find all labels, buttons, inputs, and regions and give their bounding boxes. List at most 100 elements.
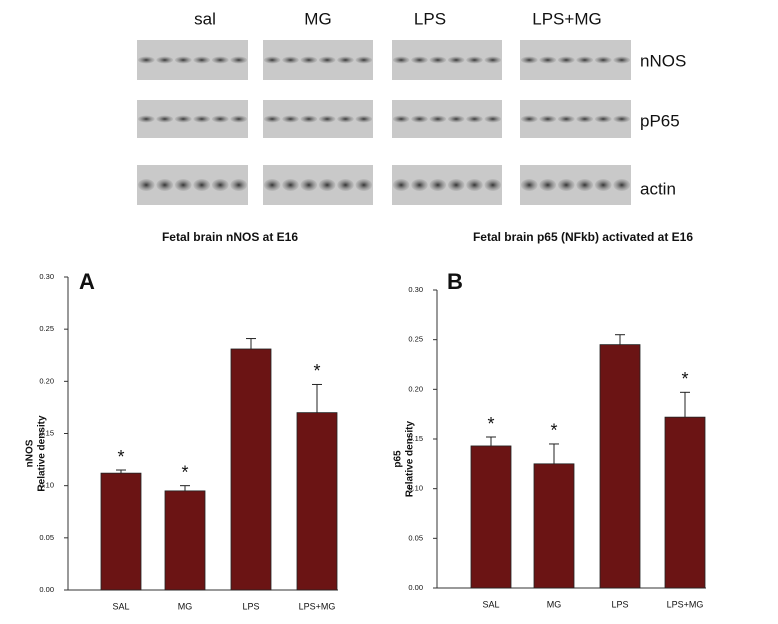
blot-band xyxy=(557,115,575,123)
blot-band xyxy=(429,179,447,191)
blot-band xyxy=(193,179,211,191)
western-blots xyxy=(137,40,631,205)
blot-band xyxy=(282,56,299,64)
x-tick-label: LPS xyxy=(242,601,259,611)
blot-band xyxy=(137,179,155,191)
blot-band xyxy=(230,179,248,191)
y-tick-label: 0.05 xyxy=(408,533,423,542)
blot-band xyxy=(411,56,428,64)
blot-band xyxy=(174,56,192,64)
y-tick-label: 0.10 xyxy=(408,484,423,493)
blot-band xyxy=(429,56,447,64)
blot-band xyxy=(539,56,557,64)
error-bar xyxy=(486,436,496,446)
blot-band xyxy=(594,179,612,191)
blot-panel xyxy=(137,40,248,80)
y-tick-label: 0.25 xyxy=(408,335,423,344)
x-tick-label: LPS+MG xyxy=(299,601,336,611)
blot-panel xyxy=(520,40,631,80)
y-tick-label: 0.30 xyxy=(39,272,54,281)
blot-band xyxy=(193,115,211,123)
blot-band xyxy=(447,115,465,123)
blot-band xyxy=(318,179,336,191)
blot-band xyxy=(263,56,281,64)
significance-marker: * xyxy=(117,447,124,467)
x-tick-label: MG xyxy=(178,601,193,611)
blot-column-label: LPS+MG xyxy=(532,9,601,28)
significance-marker: * xyxy=(681,369,688,389)
blot-band xyxy=(594,115,612,123)
y-tick-label: 0.05 xyxy=(39,533,54,542)
bar xyxy=(296,412,338,591)
blot-row-label: nNOS xyxy=(640,51,686,70)
blot-band xyxy=(282,115,299,123)
x-tick-label: LPS xyxy=(611,599,628,609)
error-bar xyxy=(680,391,690,418)
blot-band xyxy=(337,179,354,191)
blot-band xyxy=(211,179,229,191)
blot-band xyxy=(355,115,373,123)
y-tick-label: 0.00 xyxy=(39,585,54,594)
blot-band xyxy=(466,115,483,123)
blot-band xyxy=(355,56,373,64)
blot-band xyxy=(318,56,336,64)
blot-band xyxy=(230,115,248,123)
blot-panel xyxy=(520,100,631,138)
blot-band xyxy=(156,115,174,123)
blot-band xyxy=(484,115,502,123)
y-axis-label: nNOS xyxy=(25,439,36,467)
bar xyxy=(599,344,641,589)
y-tick-label: 0.20 xyxy=(39,376,54,385)
blot-panel xyxy=(263,165,373,205)
y-tick-label: 0.20 xyxy=(408,384,423,393)
blot-band xyxy=(174,115,192,123)
error-bar xyxy=(549,443,559,464)
chart-title: Fetal brain nNOS at E16 xyxy=(162,230,298,244)
bar xyxy=(533,463,575,589)
blot-panel xyxy=(392,40,502,80)
blot-band xyxy=(484,179,502,191)
y-axis-label: Relative density xyxy=(405,420,416,497)
blot-band xyxy=(300,115,318,123)
blot-band xyxy=(557,179,575,191)
y-tick-label: 0.15 xyxy=(408,434,423,443)
blot-band xyxy=(539,179,557,191)
blot-column-label: LPS xyxy=(414,9,446,28)
panel-label: B xyxy=(447,269,463,294)
blot-band xyxy=(576,56,594,64)
blot-band xyxy=(156,179,174,191)
blot-band xyxy=(392,115,410,123)
blot-band xyxy=(520,56,538,64)
blot-panel xyxy=(137,100,248,138)
x-tick-label: SAL xyxy=(482,599,499,609)
chart-title: Fetal brain p65 (NFkb) activated at E16 xyxy=(473,230,693,244)
blot-band xyxy=(576,179,594,191)
blot-band xyxy=(411,115,428,123)
y-tick-label: 0.25 xyxy=(39,324,54,333)
significance-marker: * xyxy=(550,421,557,441)
blot-band xyxy=(594,56,612,64)
blot-band xyxy=(318,115,336,123)
significance-marker: * xyxy=(487,414,494,434)
blot-row-label: actin xyxy=(640,179,676,198)
blot-band xyxy=(282,179,299,191)
blot-band xyxy=(174,179,192,191)
blot-band xyxy=(300,56,318,64)
blot-band xyxy=(447,179,465,191)
blot-band xyxy=(355,179,373,191)
error-bar xyxy=(312,383,322,413)
blot-panel xyxy=(137,165,248,205)
bar xyxy=(230,348,272,591)
blot-band xyxy=(520,179,538,191)
blot-band xyxy=(137,56,155,64)
blot-band xyxy=(337,56,354,64)
error-bar xyxy=(116,469,126,474)
x-tick-label: SAL xyxy=(112,601,129,611)
blot-band xyxy=(137,115,155,123)
blot-band xyxy=(263,115,281,123)
bar xyxy=(100,472,142,591)
error-bar xyxy=(246,338,256,349)
bar xyxy=(664,416,706,589)
blot-band xyxy=(230,56,248,64)
